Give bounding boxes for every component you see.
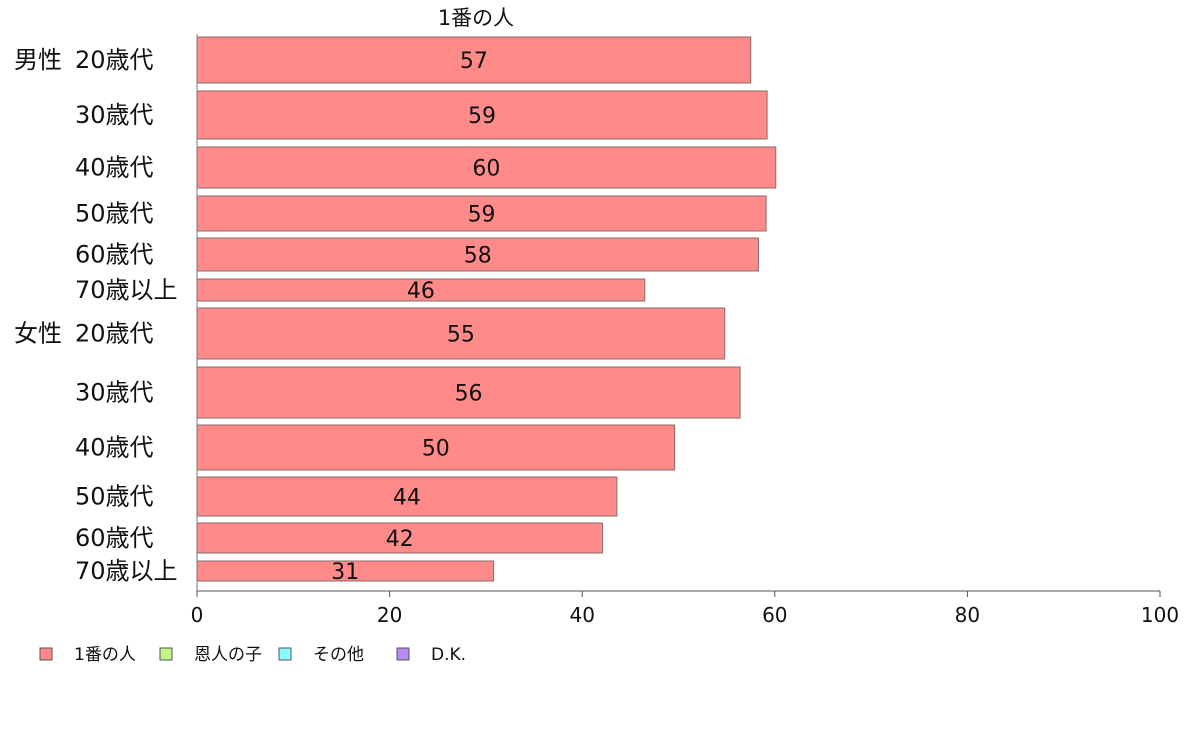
legend-swatch (278, 647, 292, 661)
category-label: 70歳以上 (75, 276, 178, 304)
legend-label: 1番の人 (74, 645, 136, 665)
x-tick-label: 0 (191, 603, 204, 627)
group-label: 女性 (14, 320, 62, 348)
bar-4 (196, 195, 767, 232)
bar-5 (196, 237, 759, 272)
category-label: 50歳代 (75, 483, 154, 511)
bar-value-label: 60 (472, 157, 500, 182)
bar-value-label: 46 (407, 279, 435, 304)
category-label: 40歳代 (75, 154, 154, 182)
legend-label: D.K. (431, 645, 466, 665)
x-tick-label: 100 (1141, 603, 1179, 627)
bar-8 (196, 366, 741, 419)
bar-7 (196, 307, 726, 360)
bar-1 (196, 36, 752, 84)
bar-value-label: 56 (455, 382, 483, 407)
category-label: 50歳代 (75, 200, 154, 228)
category-label: 60歳代 (75, 241, 154, 269)
category-label: 40歳代 (75, 434, 154, 462)
x-tick-label: 20 (377, 603, 402, 627)
category-label: 30歳代 (75, 379, 154, 407)
bar-3 (196, 146, 777, 189)
bar-value-label: 42 (386, 527, 414, 552)
bar-value-label: 59 (468, 104, 496, 129)
category-label: 30歳代 (75, 101, 154, 129)
bar-value-label: 58 (464, 244, 492, 269)
group-label: 男性 (14, 46, 62, 74)
legend-swatch (39, 647, 53, 661)
x-tick-label: 40 (569, 603, 594, 627)
bar-value-label: 31 (331, 560, 359, 585)
legend-swatch (159, 647, 173, 661)
legend-label: その他 (313, 645, 364, 665)
legend-swatch (396, 647, 410, 661)
chart-title: 1番の人 (438, 6, 514, 30)
category-label: 70歳以上 (75, 557, 178, 585)
bar-value-label: 57 (460, 49, 488, 74)
x-tick-label: 80 (955, 603, 980, 627)
bar-value-label: 59 (468, 203, 496, 228)
bar-2 (196, 90, 768, 140)
bar-value-label: 44 (393, 486, 421, 511)
x-tick-label: 60 (762, 603, 787, 627)
category-label: 20歳代 (75, 320, 154, 348)
bar-value-label: 50 (422, 437, 450, 462)
category-label: 20歳代 (75, 46, 154, 74)
category-label: 60歳代 (75, 524, 154, 552)
bar-value-label: 55 (447, 323, 475, 348)
legend-label: 恩人の子 (194, 645, 262, 665)
